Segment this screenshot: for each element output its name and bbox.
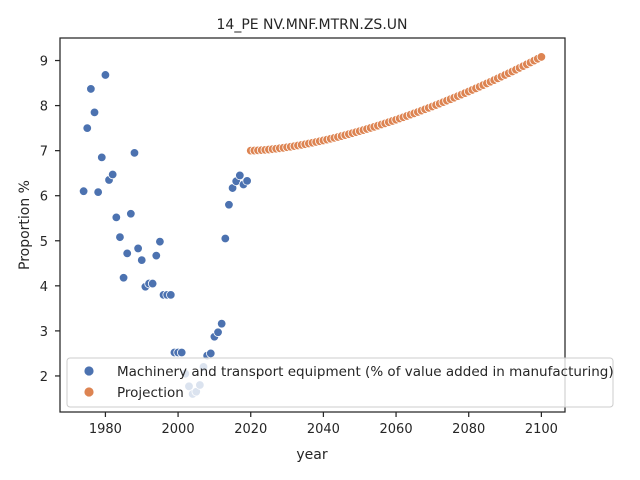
legend-box	[66, 357, 614, 408]
data-point	[118, 273, 129, 283]
y-tick-label: 5	[40, 235, 48, 250]
y-tick-label: 7	[40, 145, 48, 160]
x-tick-label: 2100	[525, 422, 558, 437]
x-tick-label: 2020	[234, 422, 267, 437]
data-point	[93, 187, 103, 197]
projection-point	[536, 52, 547, 62]
y-tick-label: 4	[40, 280, 48, 295]
data-point	[86, 84, 96, 94]
data-point	[137, 255, 147, 265]
data-point	[115, 232, 125, 242]
plot-frame	[59, 37, 566, 413]
x-tick-label: 2040	[307, 422, 340, 437]
legend-marker-projection	[83, 386, 95, 398]
legend-label-projection: Projection	[117, 385, 184, 401]
data-point	[97, 152, 107, 163]
data-point	[220, 233, 231, 244]
y-tick-label: 8	[40, 100, 48, 115]
y-tick-label: 6	[40, 190, 48, 205]
x-tick-label: 1980	[89, 422, 122, 437]
x-tick-label: 2000	[162, 422, 195, 437]
x-tick-label: 2080	[452, 422, 485, 437]
data-point	[216, 318, 227, 329]
data-point	[166, 290, 176, 300]
data-point	[147, 278, 158, 289]
x-tick-label: 2060	[380, 422, 413, 437]
data-point	[151, 250, 161, 261]
plot-area	[78, 52, 547, 399]
data-point	[126, 209, 136, 219]
data-point	[122, 248, 132, 259]
data-point	[213, 327, 223, 337]
y-axis: 2 3 4 5 6 7 8 9	[40, 55, 60, 385]
data-point	[177, 347, 187, 358]
legend: Machinery and transport equipment (% of …	[66, 357, 614, 408]
y-axis-label: Proportion %	[17, 180, 33, 270]
data-point	[242, 176, 252, 186]
data-point	[129, 148, 140, 158]
data-point	[155, 236, 165, 247]
data-point	[89, 107, 100, 118]
data-point	[82, 123, 92, 133]
y-tick-label: 3	[40, 325, 48, 340]
legend-marker-machinery	[83, 365, 95, 377]
data-point	[235, 170, 245, 181]
data-point	[100, 70, 111, 80]
x-axis: 1980 2000 2020 2040 2060 2080 2100	[89, 412, 558, 437]
data-point	[206, 348, 216, 359]
data-points	[78, 52, 547, 399]
data-point	[224, 200, 234, 210]
data-point	[78, 186, 89, 196]
data-point	[107, 169, 118, 180]
data-point	[111, 212, 122, 223]
y-tick-label: 9	[40, 55, 48, 70]
legend-label-machinery: Machinery and transport equipment (% of …	[117, 364, 614, 380]
chart-title: 14_PE NV.MNF.MTRN.ZS.UN	[217, 17, 408, 33]
y-tick-label: 2	[40, 370, 48, 385]
data-point	[133, 243, 143, 254]
x-axis-label: year	[296, 447, 327, 463]
